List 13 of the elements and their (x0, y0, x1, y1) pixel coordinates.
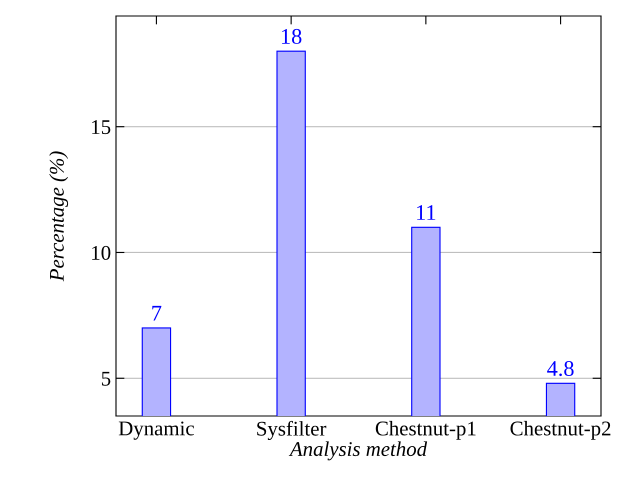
y-axis-title: Percentage (%) (49, 151, 68, 282)
y-tick-label: 5 (102, 372, 110, 386)
data-label: 4.8 (547, 361, 574, 376)
x-tick-label: Sysfilter (257, 420, 326, 440)
data-label: 11 (417, 205, 436, 220)
x-axis-title: Analysis method (288, 441, 428, 460)
x-tick-label: Chestnut-p2 (510, 420, 610, 440)
y-tick-label: 15 (92, 120, 110, 134)
data-label: 7 (152, 306, 162, 320)
x-tick-label: Dynamic (118, 421, 194, 440)
x-tick-label: Chestnut-p1 (376, 420, 476, 440)
data-label: 18 (282, 28, 302, 44)
y-tick-label: 10 (92, 246, 110, 260)
